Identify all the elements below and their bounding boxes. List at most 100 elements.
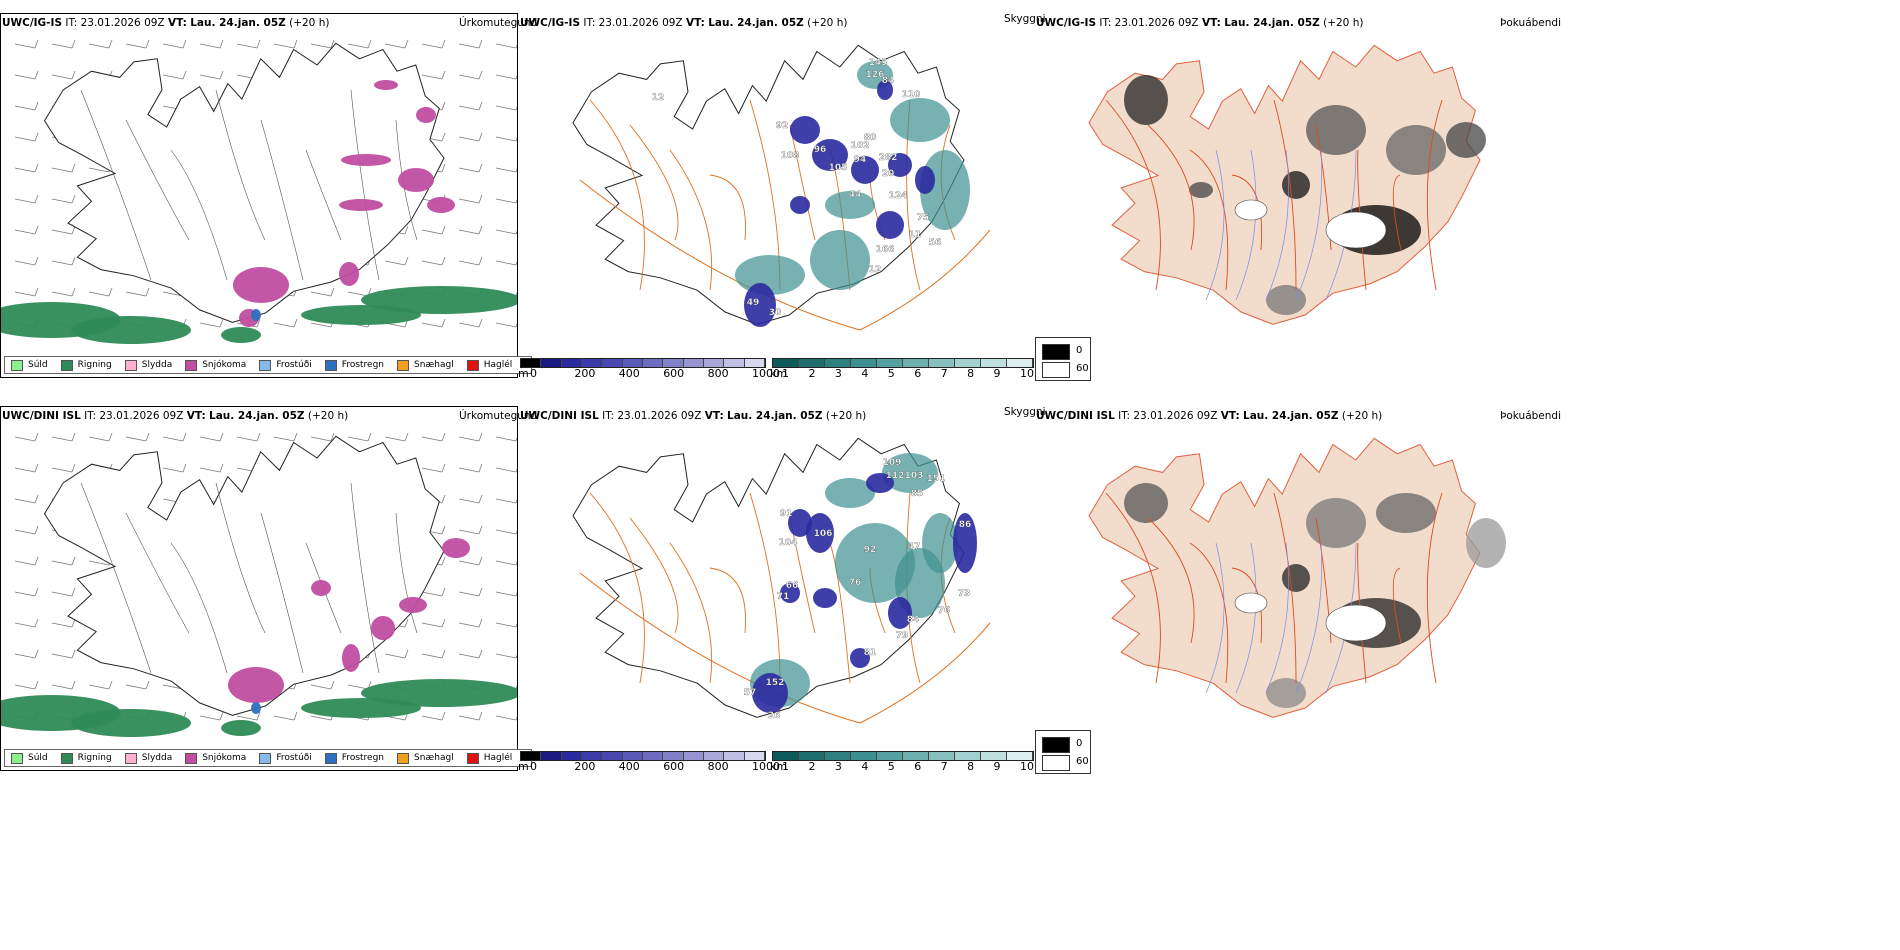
colorbar-segment: [773, 359, 799, 367]
wind-barb: [495, 591, 517, 597]
wind-barb: [199, 463, 224, 473]
it-value: 23.01.2026 09Z: [1133, 410, 1218, 422]
fog-legend-swatch: [1042, 362, 1070, 378]
wind-barb: [14, 463, 39, 473]
road-line: [260, 512, 304, 674]
it-value: 23.01.2026 09Z: [80, 17, 165, 29]
precip-legend-item: Frostregn: [324, 359, 384, 371]
colorbar-segment: [581, 359, 603, 367]
wind-barb: [14, 163, 39, 173]
wind-barb: [88, 432, 113, 442]
colorbar-segment: [799, 752, 825, 760]
wind-barb: [421, 649, 446, 659]
visibility-colorbar: [772, 751, 1034, 761]
wind-barb: [495, 260, 517, 266]
legend-label: Rigning: [77, 753, 112, 763]
colorbar-tick-label: 8: [967, 760, 975, 773]
fog-indicator-area: [1124, 483, 1168, 523]
wind-barb: [125, 432, 150, 442]
colorbar-tick-label: 200: [574, 760, 596, 773]
colorbar-tick-label: 3: [834, 760, 842, 773]
ceiling-value-label: 145: [869, 58, 888, 68]
lead-time: (+20 h): [807, 17, 848, 29]
legend-swatch: [11, 359, 23, 371]
road-line: [629, 124, 679, 241]
ceiling-value-label: 73: [958, 589, 971, 599]
rain-area: [71, 709, 191, 737]
lead-time: (+20 h): [289, 17, 330, 29]
iceland-coastline: [43, 435, 445, 716]
road-line: [395, 512, 418, 634]
lead-time: (+20 h): [307, 410, 349, 422]
rain-area: [361, 286, 517, 314]
colorbar-tick-label: 600: [663, 367, 685, 380]
lead-time: (+20 h): [1323, 17, 1364, 29]
wind-barb: [14, 70, 39, 80]
wind-barb: [51, 649, 76, 659]
legend-swatch: [185, 359, 198, 371]
ceiling-value-label: 75: [917, 213, 930, 223]
colorbar-tick-label: 8: [967, 367, 975, 380]
colorbar-unit: km: [770, 367, 788, 380]
snow-area: [374, 80, 398, 90]
wind-barb: [14, 225, 39, 235]
wind-barb: [421, 70, 446, 80]
colorbar-segment: [581, 752, 603, 760]
colorbar-segment: [642, 752, 664, 760]
vt-label: VT:: [1201, 17, 1221, 29]
colorbar-segment: [724, 359, 745, 367]
ceiling-value-label: 20: [882, 169, 895, 179]
fog-legend-label: 60: [1076, 756, 1089, 767]
wind-barb: [51, 256, 76, 266]
ceiling-value-label: 108: [781, 151, 800, 161]
legend-label: Rigning: [77, 360, 112, 370]
ceiling-value-label: 94: [854, 155, 867, 165]
legend-swatch: [185, 752, 198, 764]
road-line: [1105, 99, 1161, 291]
low-ceiling-area: [877, 80, 893, 100]
wind-barb: [421, 463, 446, 473]
rain-area: [301, 698, 421, 718]
legend-label: Slydda: [141, 753, 173, 763]
colorbar-segment: [903, 752, 929, 760]
precip-legend-item: Súld: [11, 359, 48, 371]
ceiling-value-label: 57: [744, 688, 757, 698]
snow-area: [311, 580, 331, 596]
wind-barb: [51, 70, 76, 80]
wind-barb: [51, 163, 76, 173]
it-value: 23.01.2026 09Z: [1114, 17, 1199, 29]
wind-barb: [495, 43, 517, 49]
road-line: [709, 174, 746, 241]
wind-barb: [384, 39, 409, 49]
low-ceiling-area: [850, 648, 870, 668]
legend-label: Snjókoma: [202, 360, 247, 370]
it-value: 23.01.2026 09Z: [617, 410, 702, 422]
fog-indicator-map: [1088, 437, 1506, 718]
precip-legend-item: Haglél: [466, 359, 512, 371]
colorbar-tick-label: 200: [574, 367, 596, 380]
road-line: [1105, 492, 1161, 684]
wind-barb: [384, 649, 409, 659]
wind-barb: [199, 711, 224, 721]
fog-indicator-area: [1189, 182, 1213, 198]
lead-time: (+20 h): [825, 410, 867, 422]
legend-swatch: [324, 359, 337, 371]
wind-barb: [273, 318, 298, 328]
colorbar-tick-label: 5: [887, 760, 895, 773]
colorbar-segment: [903, 359, 929, 367]
wind-barb: [495, 467, 517, 473]
colorbar-segment: [602, 752, 623, 760]
wind-barb: [14, 432, 39, 442]
wind-barb: [384, 432, 409, 442]
it-label: IT:: [583, 17, 596, 29]
legend-swatch: [397, 752, 410, 764]
wind-barb: [458, 318, 483, 328]
fog-indicator-area: [1282, 171, 1310, 199]
wind-barb: [458, 649, 483, 659]
snow-area: [339, 262, 359, 286]
wind-barb: [495, 167, 517, 173]
visibility-panel-header: UWC/DINI ISL IT: 23.01.2026 09Z VT: Lau.…: [520, 410, 866, 422]
colorbar-segment: [521, 359, 542, 367]
ceiling-value-label: 76: [938, 606, 951, 616]
